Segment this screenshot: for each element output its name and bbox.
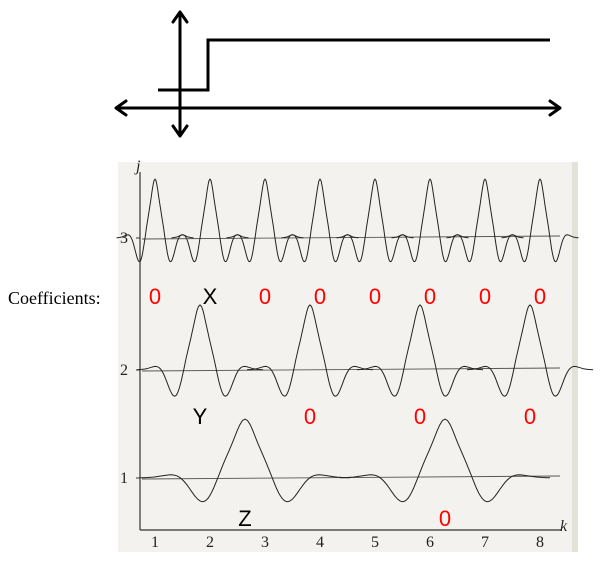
coef-j3-k8: 0 xyxy=(528,284,552,310)
figure-container: { "canvas": { "width": 607, "height": 56… xyxy=(0,0,607,567)
x-axis-label: k xyxy=(560,518,567,536)
y-axis-label: j xyxy=(136,158,140,176)
coef-j3-k6: 0 xyxy=(418,284,442,310)
coef-j1-k2: 0 xyxy=(433,506,457,532)
coefficients-heading: Coefficients: xyxy=(8,288,101,309)
coef-j3-k3: 0 xyxy=(253,284,277,310)
coef-j1-k1: Z xyxy=(233,506,257,532)
xtick-3: 3 xyxy=(261,534,269,552)
coef-j3-k7: 0 xyxy=(473,284,497,310)
ytick-1: 1 xyxy=(120,470,128,488)
ytick-2: 2 xyxy=(120,362,128,380)
coef-j2-k4: 0 xyxy=(518,404,542,430)
coef-j3-k2: X xyxy=(198,284,222,310)
xtick-1: 1 xyxy=(151,534,159,552)
coef-j2-k1: Y xyxy=(188,404,212,430)
coef-j3-k1: 0 xyxy=(143,284,167,310)
coef-j3-k4: 0 xyxy=(308,284,332,310)
xtick-8: 8 xyxy=(536,534,544,552)
coef-j3-k5: 0 xyxy=(363,284,387,310)
ytick-3: 3 xyxy=(120,230,128,248)
xtick-4: 4 xyxy=(316,534,324,552)
coef-j2-k2: 0 xyxy=(298,404,322,430)
xtick-2: 2 xyxy=(206,534,214,552)
xtick-7: 7 xyxy=(481,534,489,552)
coef-j2-k3: 0 xyxy=(408,404,432,430)
xtick-5: 5 xyxy=(371,534,379,552)
xtick-6: 6 xyxy=(426,534,434,552)
wavelet-panel xyxy=(0,0,607,567)
